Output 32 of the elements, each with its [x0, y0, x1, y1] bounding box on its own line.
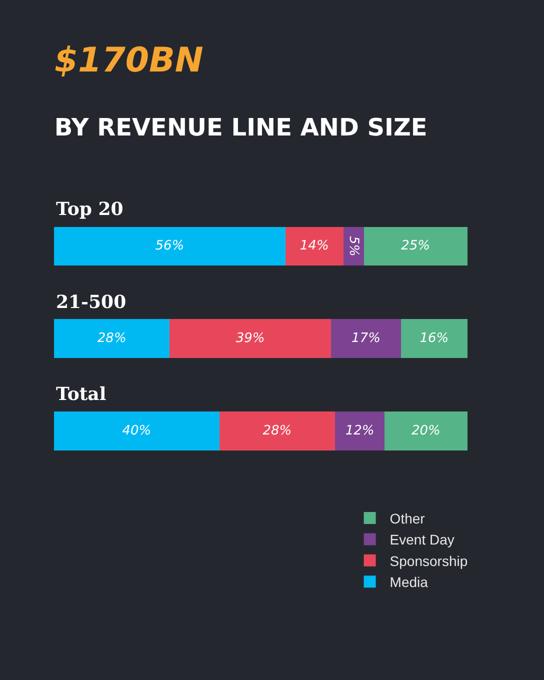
- y-tick-label: 21-500: [56, 292, 126, 313]
- bar: [54, 412, 220, 450]
- chart-title: $170BN: [54, 40, 204, 80]
- data-label: 5%: [347, 236, 362, 256]
- chart-subtitle: BY REVENUE LINE AND SIZE: [54, 114, 428, 142]
- legend-label: Event Day: [390, 532, 454, 548]
- bar: [384, 412, 468, 450]
- data-label: 39%: [236, 331, 265, 346]
- bar: [364, 226, 468, 266]
- bar: [170, 319, 331, 358]
- bar: [330, 319, 402, 358]
- y-tick-label: Total: [56, 384, 106, 405]
- bar: [401, 319, 468, 358]
- data-label: 28%: [97, 331, 126, 346]
- bar: [335, 412, 385, 450]
- y-tick-label: Top 20: [56, 199, 124, 220]
- legend-label: Sponsorship: [390, 552, 468, 569]
- data-label: 16%: [420, 331, 449, 346]
- bar: [54, 319, 170, 358]
- data-label: 17%: [352, 331, 380, 346]
- legend-label: Other: [390, 510, 426, 526]
- legend-label: Media: [390, 574, 428, 590]
- bar: [219, 412, 336, 450]
- data-label: 20%: [411, 424, 440, 438]
- data-label: 12%: [345, 424, 374, 438]
- data-label: 14%: [300, 238, 329, 254]
- data-label: 25%: [401, 238, 430, 254]
- data-label: 40%: [122, 424, 152, 438]
- data-label: 56%: [155, 238, 184, 254]
- bar: [285, 226, 344, 266]
- data-label: 28%: [262, 424, 292, 438]
- bar: [54, 226, 286, 266]
